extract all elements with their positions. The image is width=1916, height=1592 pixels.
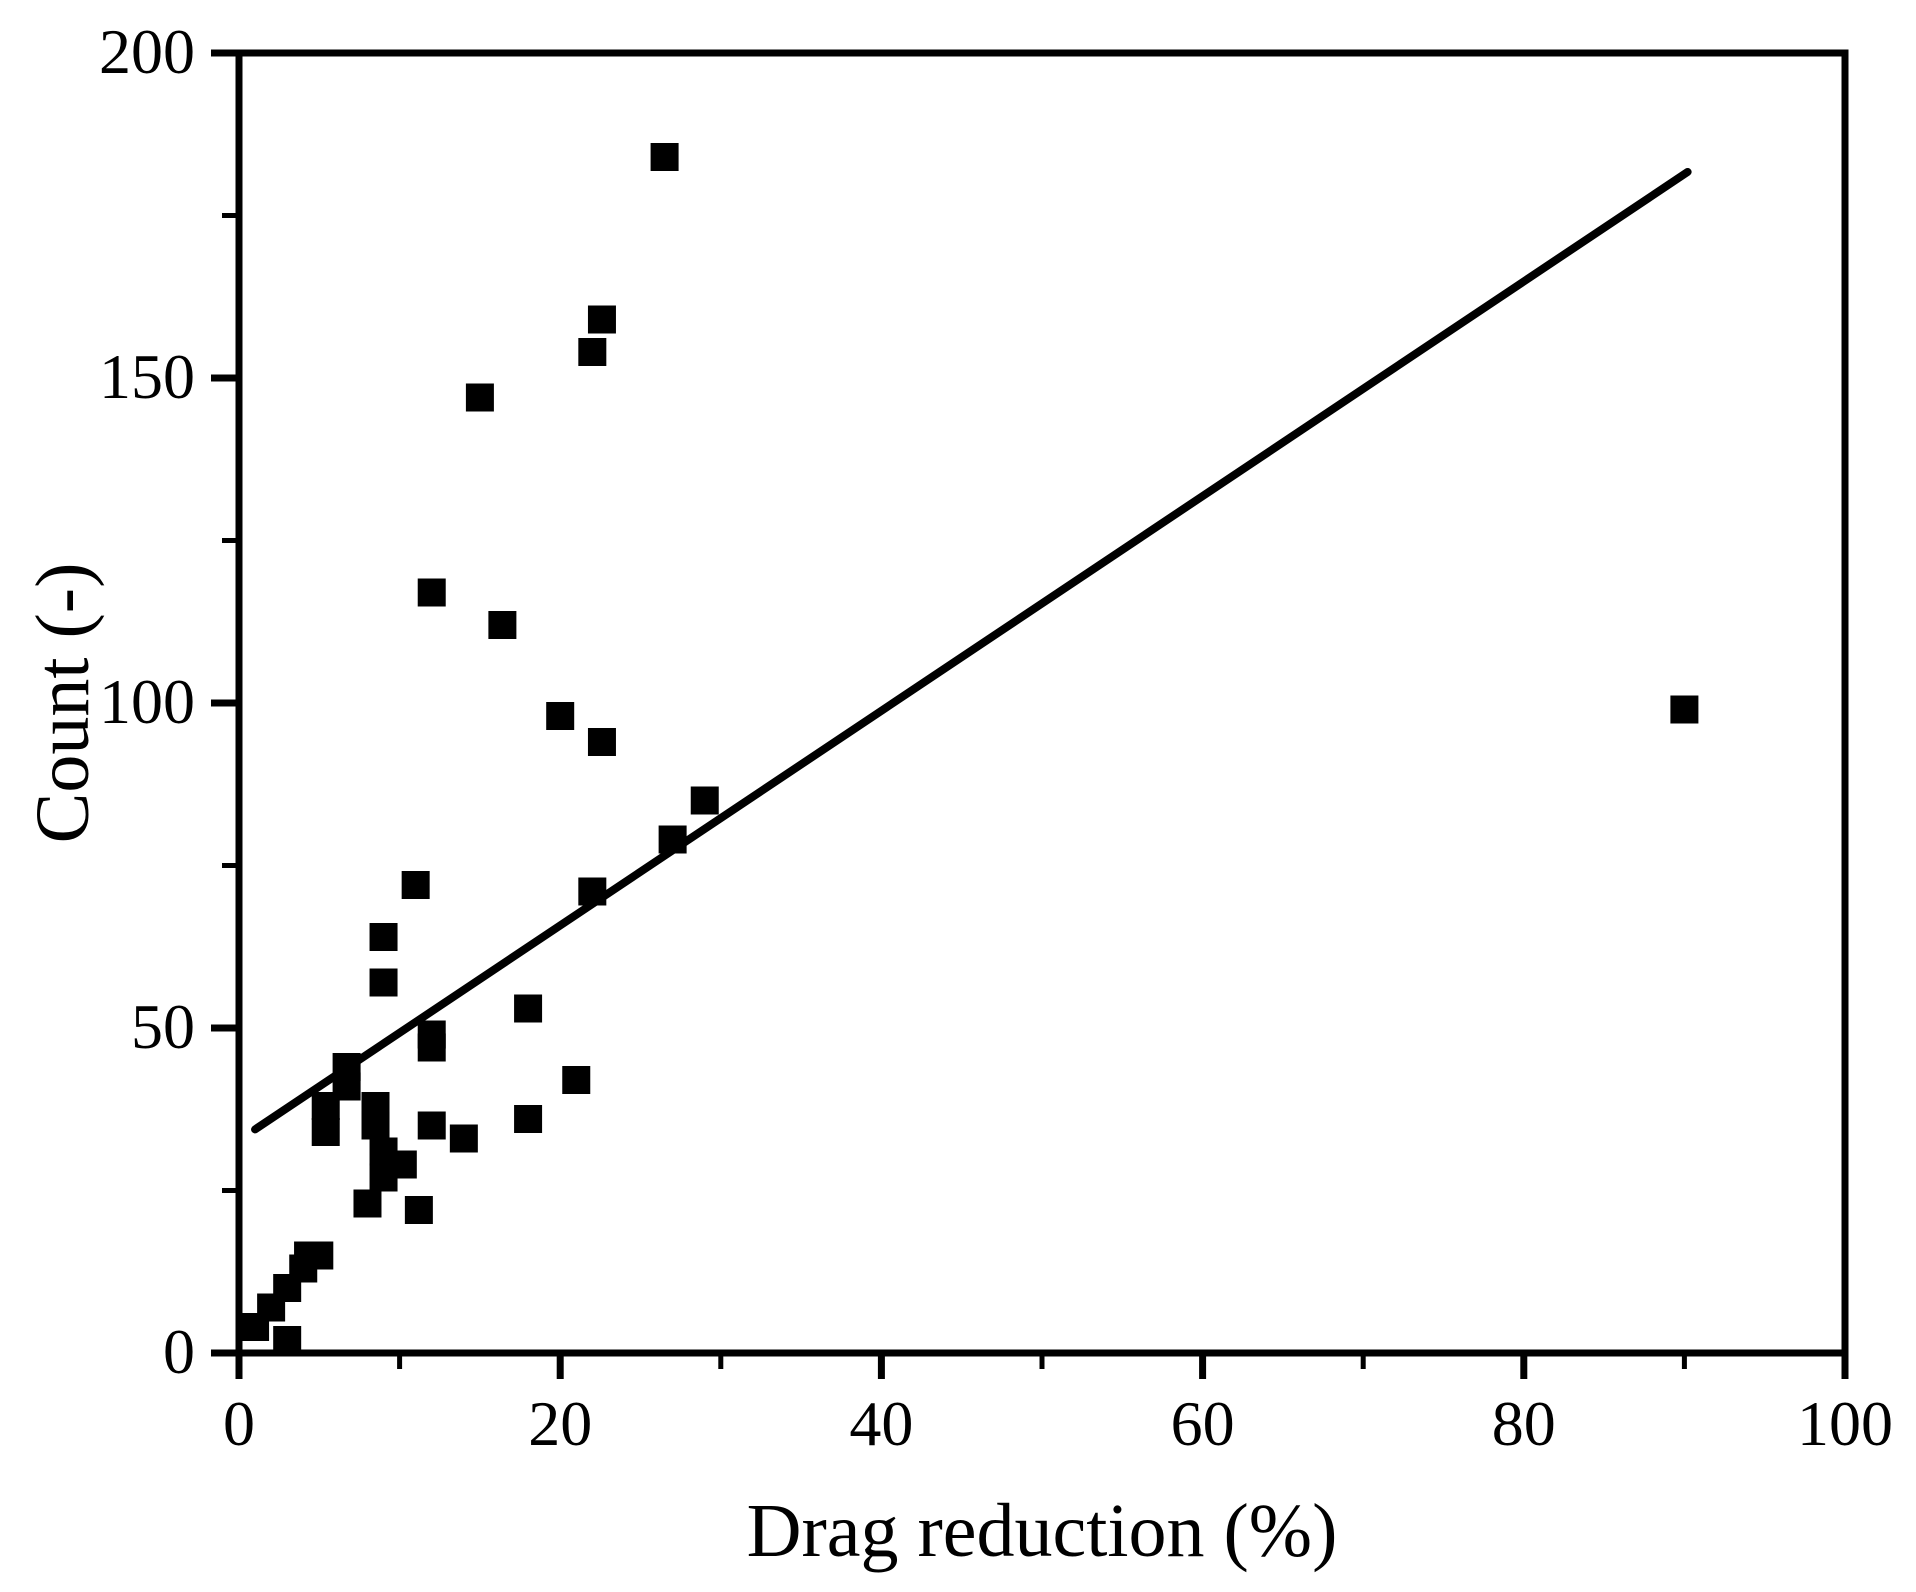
fit-line-segment: [251, 167, 1692, 1134]
x-axis-label: Drag reduction (%): [747, 1489, 1338, 1573]
x-tick-label: 0: [223, 1388, 255, 1459]
axes-box: [235, 49, 1849, 1357]
x-tick-label: 100: [1797, 1388, 1893, 1459]
data-point-marker: [578, 338, 607, 366]
data-point-marker: [587, 728, 616, 756]
data-points: [241, 143, 1699, 1354]
x-tick-label: 40: [849, 1388, 913, 1459]
data-point-marker: [465, 383, 494, 412]
y-tick-label: 100: [99, 666, 195, 737]
data-point-marker: [562, 1066, 591, 1094]
plot-frame: [235, 49, 1849, 1357]
x-tick-label: 80: [1492, 1388, 1556, 1459]
y-tick-label: 0: [163, 1316, 195, 1387]
y-tick-label: 50: [131, 991, 195, 1062]
data-point-marker: [404, 1196, 433, 1224]
x-tick-label: 60: [1171, 1388, 1235, 1459]
minor-ticks: [222, 213, 1687, 1369]
data-point-marker: [417, 578, 446, 607]
tick-labels: 0 50 100 150 200 0 20 40 60 80 100: [99, 16, 1893, 1459]
y-tick-label: 200: [99, 16, 195, 87]
data-point-marker: [369, 923, 398, 951]
data-point-marker: [690, 786, 719, 815]
data-point-marker: [401, 871, 430, 899]
data-point-marker: [305, 1241, 334, 1270]
data-point-marker: [488, 611, 517, 639]
major-ticks: [211, 49, 1849, 1379]
data-point-marker: [353, 1189, 382, 1218]
data-point-marker: [1670, 695, 1699, 724]
y-axis-label: Count (-): [21, 563, 105, 844]
data-point-marker: [273, 1326, 302, 1354]
data-point-marker: [587, 305, 616, 334]
x-tick-label: 20: [528, 1388, 592, 1459]
data-point-marker: [514, 994, 543, 1023]
data-point-marker: [514, 1105, 543, 1133]
data-point-marker: [546, 702, 575, 730]
y-tick-label: 150: [99, 341, 195, 412]
data-point-marker: [449, 1124, 478, 1153]
data-point-marker: [417, 1111, 446, 1140]
data-point-marker: [361, 1111, 390, 1140]
data-point-marker: [388, 1150, 417, 1179]
data-point-marker: [311, 1118, 340, 1146]
data-point-marker: [369, 968, 398, 997]
data-point-marker: [417, 1033, 446, 1062]
fit-line: [251, 167, 1692, 1134]
data-point-marker: [650, 143, 679, 171]
